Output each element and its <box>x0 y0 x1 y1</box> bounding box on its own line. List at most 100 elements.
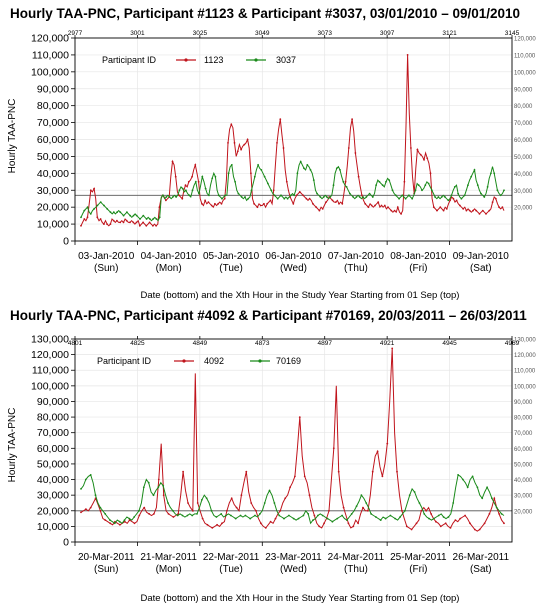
chart-1-y2-tick-label: 100,000 <box>514 70 536 76</box>
chart-2-data-point-4092 <box>279 509 282 512</box>
chart-1-data-point-3037 <box>493 172 496 175</box>
chart-1-data-point-1123 <box>455 199 458 202</box>
chart-1-data-point-1123 <box>233 142 236 144</box>
chart-2-data-point-70169 <box>312 519 314 521</box>
chart-1-y-tick-label: 0 <box>63 236 69 248</box>
chart-2-data-point-70169 <box>196 513 198 515</box>
chart-1-data-point-3037 <box>122 214 125 217</box>
chart-2-data-point-70169 <box>321 514 324 517</box>
chart-1-data-point-1123 <box>491 201 494 204</box>
chart-1-x-day-label: (Sun) <box>94 263 118 274</box>
chart-2-top-tick-label: 4897 <box>317 340 332 347</box>
chart-1-data-point-3037 <box>99 201 102 204</box>
chart-1-data-point-1123 <box>436 209 438 212</box>
chart-1-data-point-3037 <box>149 218 151 220</box>
chart-1-data-point-1123 <box>138 224 141 227</box>
chart-1-data-point-3037 <box>385 180 387 183</box>
chart-1-data-point-1123 <box>250 172 252 175</box>
chart-2-data-point-70169 <box>292 517 295 520</box>
chart-2-data-point-70169 <box>491 497 493 500</box>
chart-2-data-point-4092 <box>352 525 355 528</box>
chart-1-data-point-1123 <box>370 204 373 207</box>
chart-2-y2-tick-label: 20,000 <box>514 509 533 515</box>
chart-2-x-day-label: (Sat) <box>470 564 492 575</box>
chart-2-data-point-4092 <box>123 520 126 523</box>
chart-1-data-point-1123 <box>272 189 275 192</box>
chart-2-data-point-4092 <box>464 514 466 517</box>
chart-1-data-point-1123 <box>155 224 158 227</box>
chart-2-y2-tick-label: 90,000 <box>514 400 533 406</box>
chart-2-data-point-4092 <box>89 506 92 509</box>
chart-1-data-point-1123 <box>312 202 314 205</box>
chart-1-data-point-3037 <box>152 218 155 220</box>
chart-1-data-point-3037 <box>404 197 407 200</box>
chart-1-data-point-3037 <box>375 184 377 187</box>
chart-1-data-point-3037 <box>394 194 397 197</box>
chart-1-data-point-3037 <box>181 187 184 190</box>
chart-2-y-tick-label: 130,000 <box>31 334 69 346</box>
chart-2-data-point-4092 <box>449 527 452 529</box>
chart-1-data-point-1123 <box>488 209 491 212</box>
chart-2-data-point-70169 <box>147 481 150 484</box>
chart-2-legend-marker-4092 <box>182 359 186 363</box>
chart-2-data-point-70169 <box>350 513 353 515</box>
chart-2-data-point-4092 <box>401 509 403 512</box>
chart-2-data-point-4092 <box>274 517 277 520</box>
chart-2-data-point-70169 <box>225 514 227 517</box>
chart-2-data-point-4092 <box>128 519 131 521</box>
chart-1-data-point-1123 <box>472 209 474 212</box>
chart-1-data-point-3037 <box>276 197 279 200</box>
chart-2-data-point-70169 <box>317 514 319 517</box>
chart-1-y-tick-label: 30,000 <box>37 185 69 197</box>
chart-1-data-point-1123 <box>214 202 216 205</box>
chart-1-data-point-1123 <box>145 224 148 227</box>
chart-2-data-point-70169 <box>379 519 382 521</box>
chart-1-data-point-3037 <box>371 196 374 198</box>
chart-1-data-point-1123 <box>302 194 304 197</box>
chart-2-data-point-70169 <box>186 514 189 517</box>
chart-2-x-day-label: (Sun) <box>94 564 118 575</box>
chart-2-data-point-4092 <box>119 523 121 526</box>
chart-1-data-point-3037 <box>437 196 440 198</box>
chart-2-y-tick-label: 0 <box>63 537 69 549</box>
chart-2-data-point-70169 <box>104 513 107 515</box>
chart-2-data-point-4092 <box>191 509 194 512</box>
chart-2-y-tick-label: 30,000 <box>37 490 69 502</box>
chart-2-data-point-4092 <box>430 513 432 515</box>
chart-1-series-line-1123 <box>80 54 505 227</box>
chart-1-data-point-3037 <box>391 189 394 192</box>
chart-2-legend-title: Participant ID <box>97 356 152 366</box>
chart-2-data-point-70169 <box>278 514 281 517</box>
chart-1-legend-marker-1123 <box>184 58 188 62</box>
chart-2-data-point-70169 <box>476 486 479 489</box>
chart-2-data-point-4092 <box>206 523 209 526</box>
chart-2-data-point-70169 <box>331 520 334 523</box>
chart-1-data-point-3037 <box>345 186 348 188</box>
chart-2-data-point-4092 <box>425 509 428 512</box>
chart-2-x-date-label: 24-Mar-2011 <box>328 552 385 563</box>
chart-1-data-point-1123 <box>93 187 95 190</box>
chart-1-data-point-3037 <box>490 172 492 175</box>
chart-1-data-point-3037 <box>214 175 217 178</box>
chart-1-data-point-1123 <box>197 180 200 183</box>
chart-1-y2-tick-label: 20,000 <box>514 206 533 212</box>
chart-1-data-point-1123 <box>112 219 115 222</box>
chart-1-data-point-3037 <box>80 216 82 219</box>
chart-2-data-point-4092 <box>405 525 408 528</box>
chart-1-data-point-1123 <box>419 153 422 156</box>
chart-1-data-point-1123 <box>361 194 363 197</box>
chart-1-data-point-1123 <box>223 197 226 200</box>
chart-1-data-point-1123 <box>429 172 432 175</box>
chart-2-y-axis-label: Hourly TAA-PNC <box>7 408 18 483</box>
chart-2-data-point-70169 <box>408 494 411 497</box>
chart-1-x-date-label: 06-Jan-2010 <box>265 251 322 262</box>
chart-1-data-point-3037 <box>401 194 404 197</box>
chart-2-legend-marker-70169 <box>258 359 262 363</box>
chart-1-data-point-3037 <box>427 182 430 185</box>
chart-2-data-point-70169 <box>360 494 363 497</box>
chart-1-data-point-1123 <box>481 209 484 212</box>
chart-1-data-point-3037 <box>188 194 191 197</box>
chart-1-data-point-3037 <box>257 164 259 166</box>
chart-2-data-point-70169 <box>176 514 179 517</box>
